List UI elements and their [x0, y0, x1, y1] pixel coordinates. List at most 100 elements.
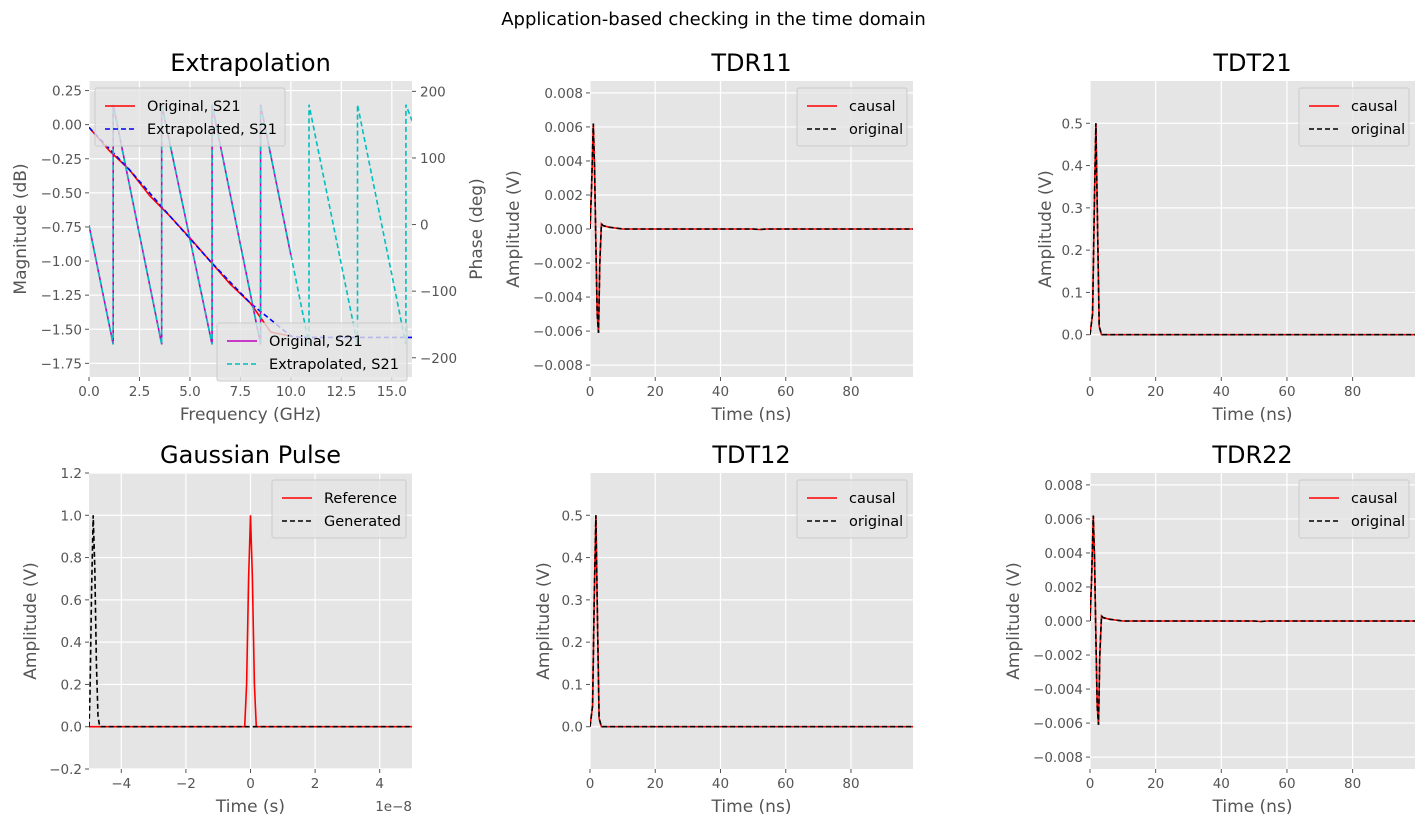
y-tick-label: 0.0	[61, 720, 82, 736]
legend-label: causal	[849, 99, 896, 115]
y-tick-label: 0.0	[1062, 328, 1083, 344]
panel-tdt12: 0 20 40 60 80 0.5 0.4 0.3 0.2 0.1 0.0 TDT12 Time (ns…	[534, 441, 913, 817]
series-line-original	[590, 123, 913, 333]
y2-tick-label: 200	[420, 84, 446, 100]
y-tick-label: −0.002	[1033, 648, 1083, 664]
series-group	[1090, 123, 1415, 336]
x-tick-label: 12.5	[326, 384, 356, 400]
x-tick-label: 40	[1213, 776, 1230, 792]
series-line-extrapolated-s21	[89, 126, 412, 339]
series-group	[590, 515, 913, 728]
legend-label: causal	[849, 491, 896, 507]
y-tick-label: −0.004	[1033, 682, 1083, 698]
y-tick-label: 0.002	[544, 188, 583, 204]
y-tick-label: 0.3	[1062, 201, 1083, 217]
legend-box	[796, 87, 908, 147]
panel-title: TDR11	[710, 49, 791, 77]
y-tick-label: 0.2	[1062, 243, 1083, 259]
x-tick-label: 0	[586, 384, 595, 400]
x-tick-label: 80	[1344, 384, 1361, 400]
x-tick-label: 10.0	[276, 384, 306, 400]
legend-label: original	[849, 514, 903, 530]
y-tick-label: 0.25	[52, 84, 82, 100]
y-tick-label: −0.50	[41, 186, 82, 202]
y-tick-label: 0.00	[52, 118, 82, 134]
legend-gaussian: Reference Generated	[271, 479, 407, 539]
panel-tdr22: 0 20 40 60 80 0.008 0.006 0.004 0.002 0.000 −0.002…	[1004, 441, 1415, 817]
y2-axis-label: Phase (deg)	[467, 178, 487, 279]
legend-tdr11: causal original	[796, 87, 908, 147]
x-tick-label: 40	[712, 776, 729, 792]
x-tick-label: 2	[311, 776, 320, 792]
y2-tick-label: −100	[420, 284, 457, 300]
legend-label: causal	[1351, 491, 1398, 507]
x-tick-label: 20	[1147, 384, 1164, 400]
y-tick-label: −0.25	[41, 152, 82, 168]
legend-label: Reference	[324, 491, 397, 507]
x-tick-label: 60	[1278, 776, 1295, 792]
x-tick-label: 60	[777, 384, 794, 400]
series-line-original	[1090, 515, 1415, 725]
series-line-original	[1090, 123, 1415, 336]
x-axis-label: Time (ns)	[1212, 797, 1293, 817]
y2-tick-label: −200	[420, 351, 457, 367]
y-axis-label: Amplitude (V)	[504, 170, 524, 287]
x-tick-label: 0	[586, 776, 595, 792]
legend-label: original	[1351, 514, 1405, 530]
x-tick-label: 60	[1278, 384, 1295, 400]
y-tick-label: 0.008	[544, 86, 583, 102]
legend-tdt21: causal original	[1298, 87, 1410, 147]
y-tick-label: 0.008	[1044, 478, 1083, 494]
y-axis-label: Amplitude (V)	[1004, 562, 1024, 679]
series-group	[590, 123, 913, 333]
panel-tdr11: 0 20 40 60 80 0.008 0.006 0.004 0.002 0.000 −0.002…	[504, 49, 913, 425]
y2-tick-label: 0	[420, 218, 429, 234]
panel-title: TDT12	[711, 441, 790, 469]
legend-label: Extrapolated, S21	[269, 357, 399, 373]
x-tick-label: 0.0	[78, 384, 99, 400]
y-tick-label: −0.75	[41, 220, 82, 236]
series-line-extrapolated-s21	[89, 104, 412, 345]
legend-box	[271, 479, 407, 539]
legend-phase: Original, S21 Extrapolated, S21	[216, 322, 408, 382]
y-axis-label: Amplitude (V)	[1036, 170, 1056, 287]
panel-gaussian: −4 −2 0 2 4 1.2 1.0 0.8 0.6 0.4 0.2 0.0 −0.2 Gaussian…	[21, 441, 412, 817]
y-tick-label: −1.75	[41, 356, 82, 372]
x-axis-label: Time (s)	[215, 797, 285, 817]
y-tick-label: 0.002	[1044, 580, 1083, 596]
series-group	[89, 104, 412, 345]
legend-label: causal	[1351, 99, 1398, 115]
y-tick-label: 0.3	[562, 593, 583, 609]
x-tick-label: 60	[777, 776, 794, 792]
y-tick-label: −0.008	[533, 358, 583, 374]
y-tick-label: 0.5	[1062, 116, 1083, 132]
series-group	[1090, 515, 1415, 725]
panel-extrapolation: 0.0 2.5 5.0 7.5 10.0 12.5 15.0 0.25 0.00 −0.25 −0.…	[11, 49, 487, 425]
y-tick-label: −0.002	[533, 256, 583, 272]
y-tick-label: 0.2	[562, 635, 583, 651]
y-tick-label: 0.006	[544, 120, 583, 136]
y-tick-label: 0.006	[1044, 512, 1083, 528]
x-axis-label: Time (ns)	[711, 797, 792, 817]
legend-label: Generated	[324, 514, 401, 530]
y-tick-label: −0.006	[533, 324, 583, 340]
x-tick-label: 4	[375, 776, 384, 792]
y-tick-label: −0.004	[533, 290, 583, 306]
y-tick-label: 0.1	[562, 677, 583, 693]
x-tick-label: 40	[712, 384, 729, 400]
y-tick-label: 0.4	[1062, 159, 1083, 175]
legend-label: Extrapolated, S21	[147, 122, 277, 138]
y-axis-label: Amplitude (V)	[21, 562, 41, 679]
legend-label: original	[1351, 122, 1405, 138]
legend-box	[1298, 87, 1410, 147]
x-tick-label: −4	[111, 776, 131, 792]
y-tick-label: 0.8	[61, 551, 82, 567]
x-tick-label: 80	[842, 384, 859, 400]
y2-tick-label: 100	[420, 151, 446, 167]
panel-title: TDT21	[1212, 49, 1291, 77]
y-tick-label: 0.4	[61, 635, 82, 651]
x-tick-label: 0	[1086, 384, 1095, 400]
y-tick-label: −1.25	[41, 288, 82, 304]
panel-tdt21: 0 20 40 60 80 0.5 0.4 0.3 0.2 0.1 0.0 TDT21 Time (ns…	[1036, 49, 1415, 425]
